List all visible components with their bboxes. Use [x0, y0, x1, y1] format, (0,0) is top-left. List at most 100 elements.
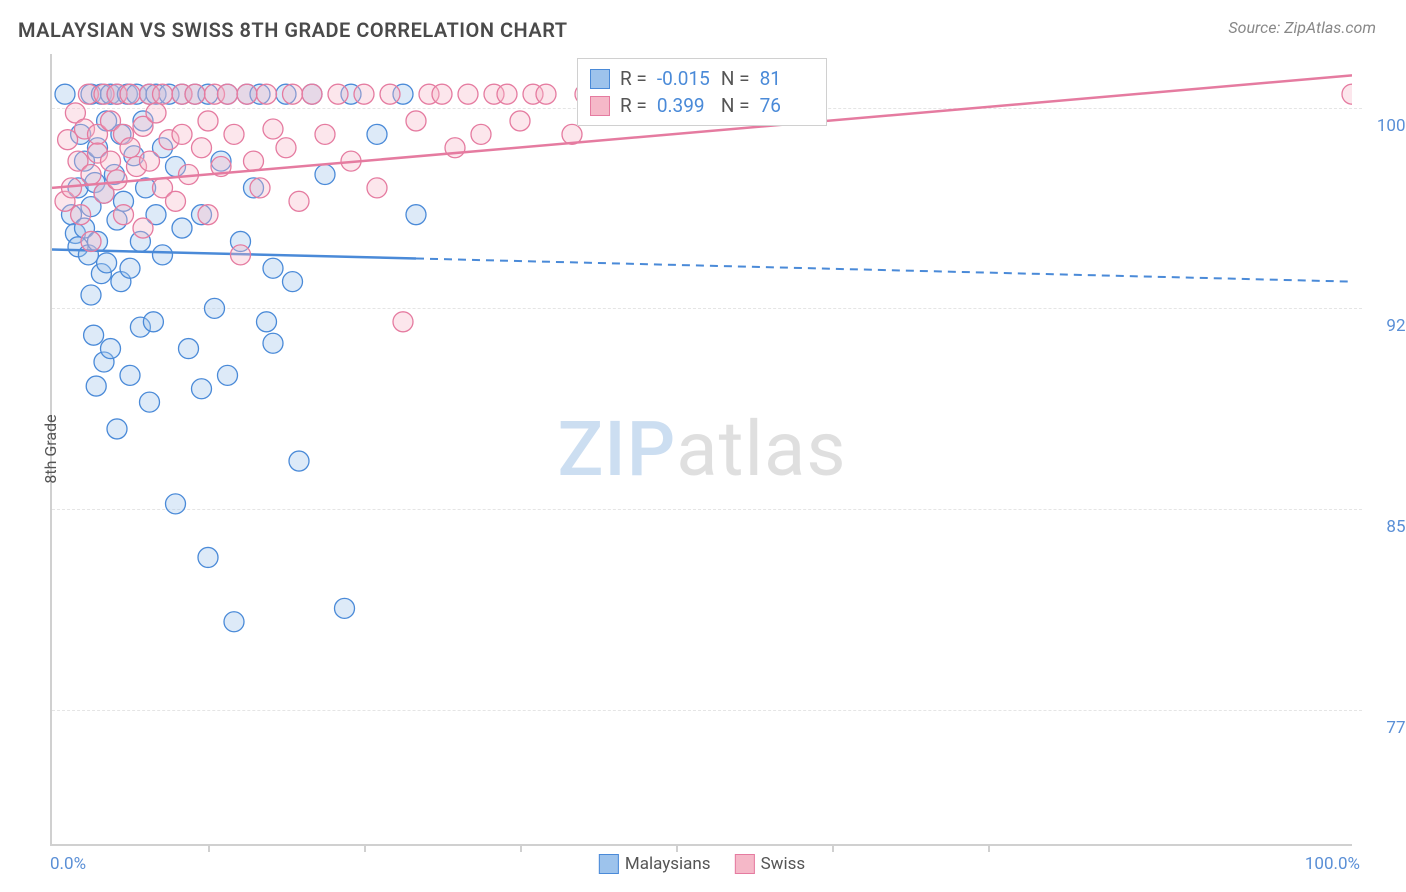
data-point [120, 258, 140, 278]
y-tick-label: 85.0% [1362, 517, 1406, 537]
x-tick [520, 844, 522, 852]
data-point [367, 124, 387, 144]
data-point [315, 165, 335, 185]
data-point [172, 124, 192, 144]
stats-row-0: R = -0.015 N = 81 [590, 65, 814, 92]
stats-row-1: R = 0.399 N = 76 [590, 92, 814, 119]
data-point [133, 218, 153, 238]
source-label: Source: ZipAtlas.com [1228, 18, 1376, 37]
data-point [289, 191, 309, 211]
chart: 77.5%85.0%92.5%100.0% ZIPatlas R = -0.01… [50, 54, 1360, 844]
stats-swatch-1 [590, 96, 610, 116]
stats-swatch-0 [590, 69, 610, 89]
plot-svg [52, 54, 1352, 844]
data-point [101, 151, 121, 171]
stats-box: R = -0.015 N = 81 R = 0.399 N = 76 [577, 58, 827, 126]
data-point [84, 325, 104, 345]
data-point [458, 84, 478, 104]
data-point [97, 253, 117, 273]
data-point [198, 111, 218, 131]
data-point [107, 419, 127, 439]
stats-R-label: R = [620, 94, 647, 117]
data-point [536, 84, 556, 104]
trend-line-dashed [416, 258, 1352, 281]
stats-R-val-0: -0.015 [657, 67, 711, 90]
data-point [263, 333, 283, 353]
data-point [393, 312, 413, 332]
stats-N-label: N = [721, 67, 750, 90]
data-point [166, 494, 186, 514]
y-tick-label: 100.0% [1362, 116, 1406, 136]
data-point [263, 258, 283, 278]
legend: Malaysians Swiss [599, 854, 805, 874]
data-point [497, 84, 517, 104]
data-point [143, 312, 163, 332]
data-point [406, 111, 426, 131]
data-point [406, 205, 426, 225]
data-point [224, 612, 244, 632]
stats-N-label: N = [721, 94, 750, 117]
data-point [302, 84, 322, 104]
data-point [55, 84, 75, 104]
legend-item-0: Malaysians [599, 854, 711, 874]
data-point [263, 119, 283, 139]
x-tick [208, 844, 210, 852]
legend-item-1: Swiss [735, 854, 806, 874]
plot-area: 77.5%85.0%92.5%100.0% ZIPatlas R = -0.01… [50, 54, 1352, 846]
data-point [166, 191, 186, 211]
data-point [218, 365, 238, 385]
data-point [81, 165, 101, 185]
stats-R-val-1: 0.399 [657, 94, 711, 117]
stats-N-val-1: 76 [760, 94, 814, 117]
x-tick-label-max: 100.0% [1305, 854, 1360, 874]
data-point [354, 84, 374, 104]
legend-label-1: Swiss [761, 854, 806, 874]
x-tick [676, 844, 678, 852]
data-point [192, 138, 212, 158]
legend-swatch-1 [735, 854, 755, 874]
data-point [224, 124, 244, 144]
x-tick-label-min: 0.0% [50, 854, 86, 874]
x-tick [988, 844, 990, 852]
data-point [71, 205, 91, 225]
data-point [153, 245, 173, 265]
data-point [237, 84, 257, 104]
data-point [315, 124, 335, 144]
data-point [101, 339, 121, 359]
data-point [140, 151, 160, 171]
data-point [198, 547, 218, 567]
data-point [283, 84, 303, 104]
data-point [81, 285, 101, 305]
data-point [335, 598, 355, 618]
stats-R-label: R = [620, 67, 647, 90]
data-point [153, 84, 173, 104]
data-point [205, 298, 225, 318]
data-point [276, 138, 296, 158]
data-point [257, 84, 277, 104]
data-point [244, 151, 264, 171]
data-point [380, 84, 400, 104]
chart-title: MALAYSIAN VS SWISS 8TH GRADE CORRELATION… [18, 18, 568, 42]
data-point [283, 272, 303, 292]
data-point [185, 84, 205, 104]
y-axis-title: 8th Grade [41, 414, 60, 483]
data-point [120, 365, 140, 385]
data-point [114, 205, 134, 225]
data-point [367, 178, 387, 198]
stats-N-val-0: 81 [760, 67, 814, 90]
data-point [140, 392, 160, 412]
data-point [172, 218, 192, 238]
data-point [257, 312, 277, 332]
data-point [146, 103, 166, 123]
y-tick-label: 77.5% [1362, 718, 1406, 738]
data-point [81, 231, 101, 251]
data-point [328, 84, 348, 104]
data-point [86, 376, 106, 396]
legend-label-0: Malaysians [625, 854, 711, 874]
data-point [250, 178, 270, 198]
data-point [1342, 84, 1352, 104]
data-point [120, 84, 140, 104]
data-point [179, 339, 199, 359]
data-point [218, 84, 238, 104]
data-point [510, 111, 530, 131]
